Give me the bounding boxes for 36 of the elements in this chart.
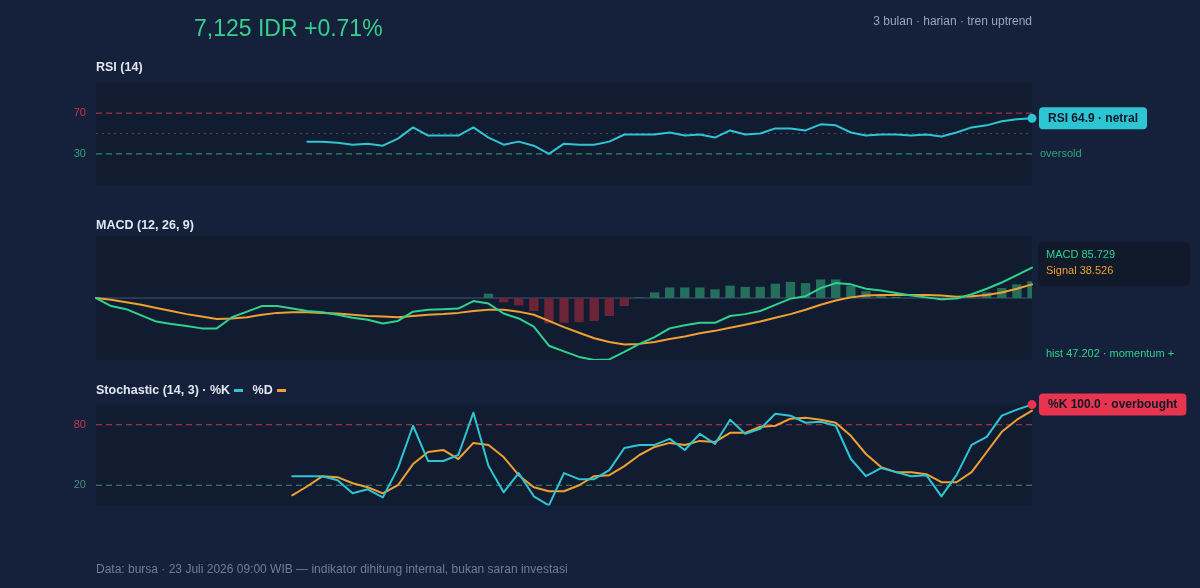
y-tick-label: 80 xyxy=(73,417,86,430)
chart-title: MACD (12, 26, 9) xyxy=(96,218,194,232)
bar xyxy=(665,287,675,298)
bar xyxy=(770,283,781,298)
bar xyxy=(755,286,765,298)
bar xyxy=(529,298,539,312)
chart-title: Stochastic (14, 3) · xyxy=(96,383,207,397)
text: hist 47.202 · momentum + xyxy=(1046,347,1175,360)
y-tick-label: 20 xyxy=(73,478,86,491)
bar xyxy=(710,289,720,298)
bar xyxy=(649,292,660,298)
text: 7,125 IDR +0.71% xyxy=(194,15,383,42)
text: Data: bursa · 23 Juli 2026 09:00 WIB — indikator dihitung internal, bukan saran investasi xyxy=(96,562,568,576)
text: MACD 85.729 xyxy=(1046,248,1116,261)
bar xyxy=(589,298,599,321)
chart-title: RSI (14) xyxy=(96,60,143,74)
bar xyxy=(725,285,735,298)
bar xyxy=(695,287,705,298)
text: RSI 64.9 · netral xyxy=(1048,111,1139,126)
bar xyxy=(559,298,569,323)
bar xyxy=(574,298,584,323)
text: 3 bulan · harian · tren uptrend xyxy=(873,14,1032,28)
bar xyxy=(514,298,524,306)
bar xyxy=(619,298,630,307)
text: %K 100.0 · overbought xyxy=(1048,397,1178,412)
bar xyxy=(785,281,796,298)
legend-label: %D xyxy=(251,383,273,397)
legend-label: %K xyxy=(208,383,231,397)
text: Signal 38.526 xyxy=(1046,264,1114,277)
bar xyxy=(680,287,690,298)
y-tick-label: 30 xyxy=(73,146,86,159)
bar xyxy=(740,286,750,298)
bar xyxy=(604,298,614,316)
ref-line-label: oversold xyxy=(1040,146,1082,159)
y-tick-label: 70 xyxy=(73,106,86,119)
bar xyxy=(544,298,554,324)
